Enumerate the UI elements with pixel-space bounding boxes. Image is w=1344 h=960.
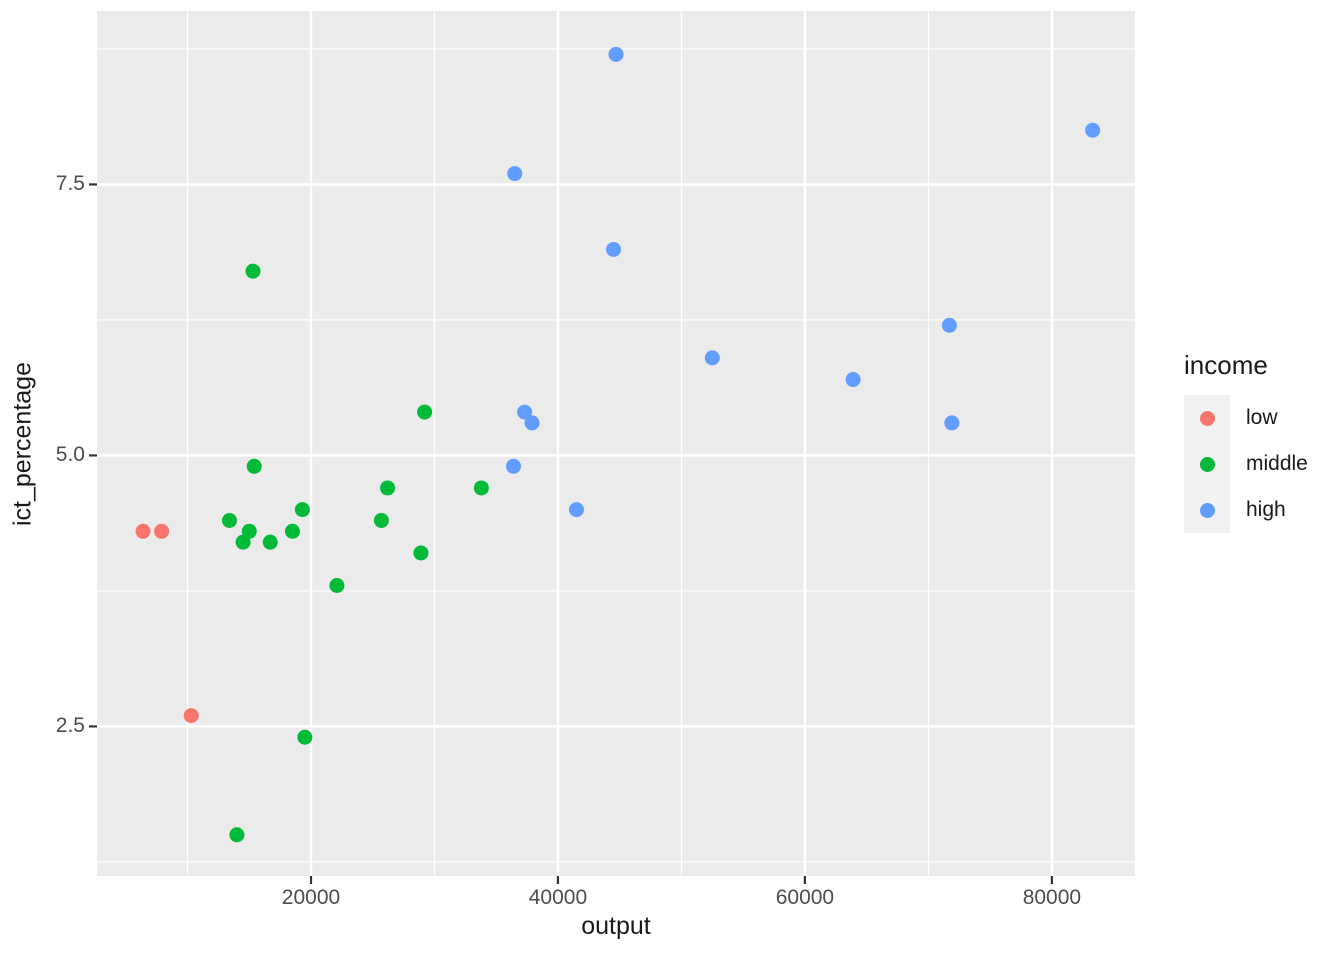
data-point-middle: [473, 480, 489, 496]
y-tick-label: 5.0: [55, 443, 85, 467]
x-tick-label: 20000: [281, 886, 341, 909]
y-tick-label: 2.5: [55, 714, 85, 738]
data-point-middle: [245, 263, 261, 279]
data-point-middle: [221, 512, 237, 528]
legend-title: income: [1184, 350, 1268, 380]
legend-key: [1184, 487, 1230, 533]
data-point-high: [606, 241, 622, 257]
data-point-low: [183, 708, 199, 724]
x-axis-title: output: [581, 912, 651, 940]
legend-label: high: [1246, 498, 1286, 521]
high-dot-icon: [1199, 502, 1215, 518]
data-point-middle: [413, 545, 429, 561]
x-tick-label: 80000: [1022, 886, 1082, 909]
legend-item-low: low: [1184, 395, 1308, 441]
legend-key: [1184, 441, 1230, 487]
data-point-high: [568, 502, 584, 518]
legend-label: low: [1246, 406, 1278, 429]
plot-panel: [97, 11, 1135, 876]
data-point-high: [704, 350, 720, 366]
data-point-high: [944, 415, 960, 431]
data-point-high: [1085, 122, 1101, 138]
data-point-high: [941, 317, 957, 333]
y-tick-label: 7.5: [55, 172, 85, 196]
middle-dot-icon: [1199, 456, 1215, 472]
data-point-high: [507, 166, 523, 182]
data-point-middle: [284, 523, 300, 539]
data-point-low: [135, 523, 151, 539]
legend-label: middle: [1246, 452, 1308, 475]
data-point-middle: [297, 729, 313, 745]
data-point-high: [524, 415, 540, 431]
data-point-middle: [246, 458, 262, 474]
legend: income low middle high: [1184, 350, 1308, 533]
data-point-high: [517, 404, 533, 420]
legend-key: [1184, 395, 1230, 441]
y-axis-title: ict_percentage: [8, 361, 37, 527]
data-point-high: [506, 458, 522, 474]
data-point-middle: [329, 577, 345, 593]
data-point-middle: [241, 523, 257, 539]
data-point-middle: [373, 512, 389, 528]
legend-item-high: high: [1184, 487, 1308, 533]
data-point-middle: [294, 502, 310, 518]
data-point-high: [845, 372, 861, 388]
x-tick-label: 40000: [528, 886, 588, 909]
data-point-high: [608, 46, 624, 62]
x-tick-label: 60000: [775, 886, 835, 909]
legend-item-middle: middle: [1184, 441, 1308, 487]
low-dot-icon: [1199, 410, 1215, 426]
data-point-middle: [229, 827, 245, 843]
data-point-middle: [380, 480, 396, 496]
data-point-low: [154, 523, 170, 539]
data-point-middle: [417, 404, 433, 420]
data-point-middle: [262, 534, 278, 550]
